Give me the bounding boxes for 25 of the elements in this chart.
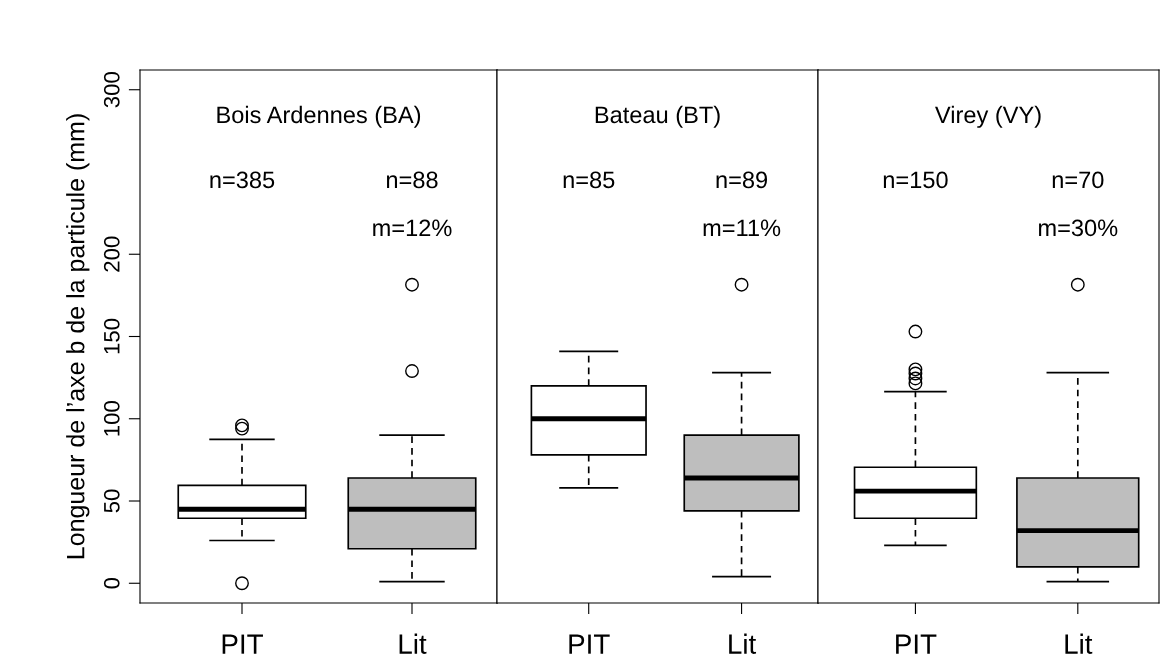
y-tick-label: 300 (103, 72, 120, 108)
text: Bateau (BT) (595, 105, 720, 128)
annotation: n=150 (883, 171, 948, 189)
x-tick-label: Lit (399, 633, 427, 654)
x-tick-label: PIT (569, 634, 610, 654)
y-tick-label: 50 (103, 489, 120, 513)
x-tick-label: Lit (729, 633, 757, 654)
annotation: m=11% (703, 219, 781, 237)
annotation: n=85 (563, 171, 615, 189)
y-tick-label: 100 (103, 401, 120, 436)
annotation: m=30% (1039, 219, 1118, 237)
y-tick-label: 0 (103, 577, 120, 589)
text: Bois Ardennes (BA) (217, 105, 421, 128)
x-tick-label: PIT (896, 634, 937, 654)
y-axis-title: Longueur de l’axe b de la particule (mm) (66, 114, 90, 559)
annotation: n=89 (716, 171, 768, 189)
annotation: n=385 (210, 171, 275, 189)
annotation: n=70 (1052, 171, 1104, 189)
text: Virey (VY) (935, 105, 1041, 128)
y-tick-label: 150 (103, 318, 120, 354)
y-tick-label: 200 (103, 236, 120, 272)
x-tick-label: Lit (1065, 633, 1093, 654)
x-tick-label: PIT (222, 634, 263, 654)
annotation: n=88 (386, 171, 438, 189)
annotation: m=12% (373, 219, 452, 237)
